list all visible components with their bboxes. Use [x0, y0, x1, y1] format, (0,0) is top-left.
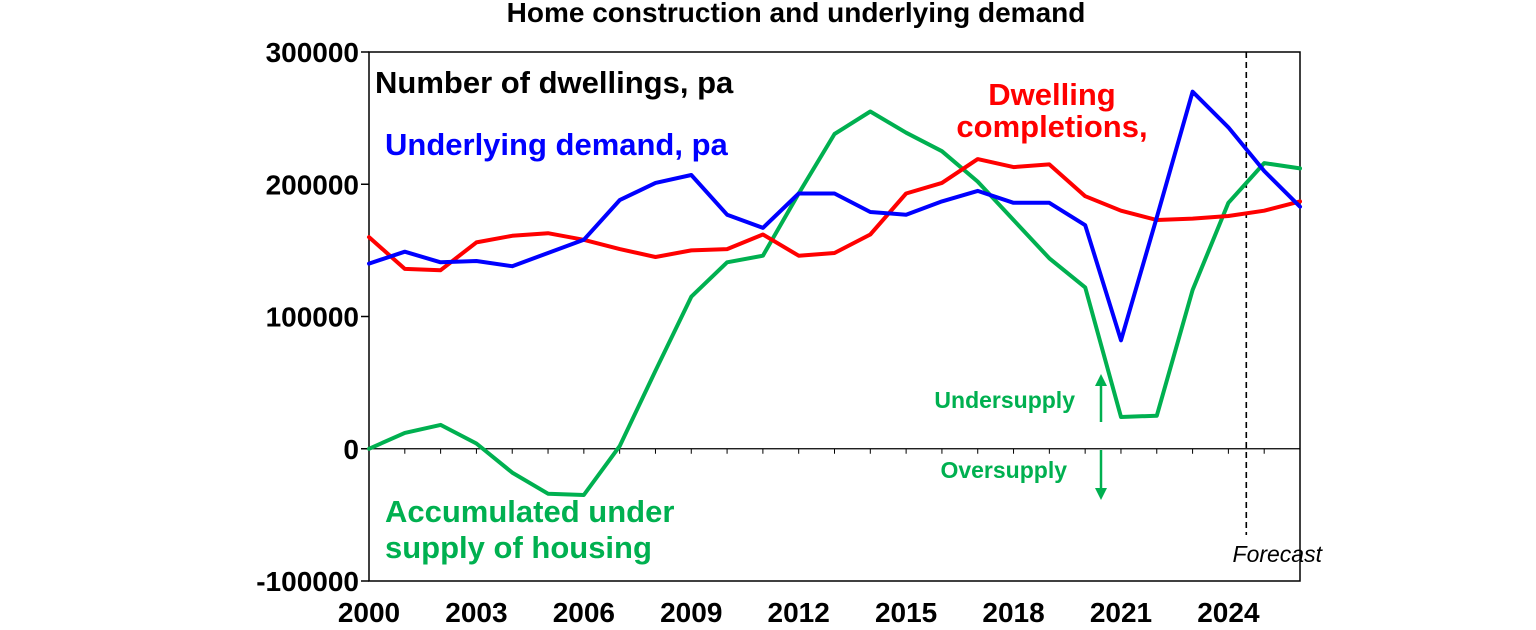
- x-tick-label: 2024: [1197, 597, 1260, 628]
- down-arrow-icon: [1095, 450, 1107, 500]
- legend-underlying-demand: Underlying demand, pa: [385, 127, 729, 162]
- x-tick-label: 2012: [768, 597, 830, 628]
- y-tick-label: 300000: [266, 37, 359, 68]
- x-tick-label: 2000: [338, 597, 400, 628]
- x-tick-label: 2015: [875, 597, 937, 628]
- legend-accumulated-undersupply: Accumulated under supply of housing: [385, 494, 674, 565]
- series-underlying-demand: [367, 89, 1302, 343]
- oversupply-label: Oversupply: [940, 457, 1067, 483]
- forecast-label: Forecast: [1233, 541, 1324, 567]
- x-tick-label: 2006: [553, 597, 615, 628]
- y-axis-label: Number of dwellings, pa: [375, 65, 734, 100]
- y-tick-label: 200000: [266, 169, 359, 200]
- undersupply-label: Undersupply: [934, 387, 1075, 413]
- x-axis: 2000 2003 2006 2009 2012 2015 2018 2021 2024: [338, 448, 1301, 628]
- x-tick-label: 2009: [660, 597, 722, 628]
- series-layer: [367, 89, 1302, 497]
- series-accumulated-undersupply: [367, 109, 1302, 497]
- series-dwelling-completions: [367, 157, 1302, 273]
- x-tick-label: 2018: [982, 597, 1044, 628]
- y-tick-label: 100000: [266, 302, 359, 333]
- x-tick-label: 2003: [445, 597, 507, 628]
- y-tick-label: 0: [343, 434, 359, 465]
- up-arrow-icon: [1095, 374, 1107, 422]
- y-axis: -100000 0 100000 200000 300000: [256, 37, 369, 597]
- y-tick-label: -100000: [256, 566, 359, 597]
- chart-title: Home construction and underlying demand: [507, 0, 1086, 28]
- x-tick-label: 2021: [1090, 597, 1152, 628]
- legend-dwelling-completions: Dwelling completions,: [956, 77, 1147, 144]
